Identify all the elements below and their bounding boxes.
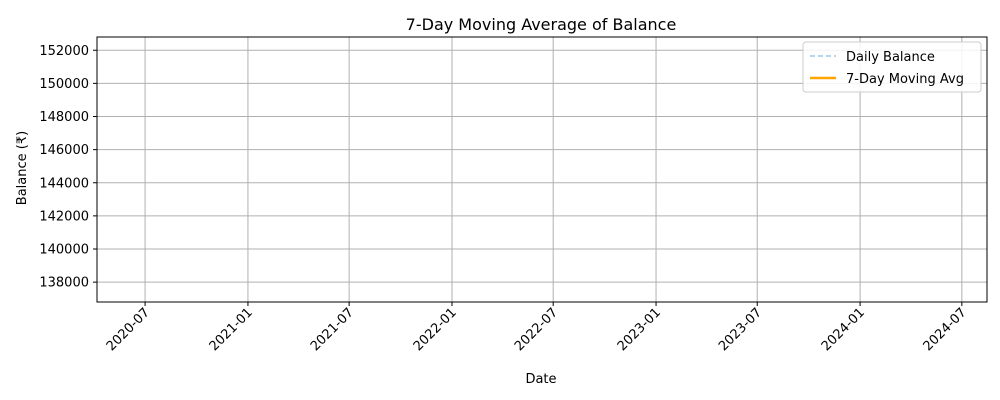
y-tick-label: 138000 [39,276,89,291]
x-tick-label: 2021-07 [308,305,357,354]
x-tick-label: 2023-07 [716,305,765,354]
y-tick-label: 140000 [39,243,89,258]
y-tick-label: 146000 [39,143,89,158]
chart-title: 7-Day Moving Average of Balance [406,15,677,34]
x-tick-label: 2024-07 [921,305,970,354]
x-tick-label: 2021-01 [207,305,256,354]
y-axis: 138000 140000 142000 144000 146000 148000 1500… [39,44,97,291]
plot-area-frame [96,36,988,303]
x-tick-label: 2020-07 [104,305,153,354]
x-axis-label: Date [525,372,556,387]
legend-label-daily-balance: Daily Balance [846,50,935,65]
x-tick-label: 2022-07 [512,305,561,354]
legend-box [802,41,982,93]
x-tick-label: 2024-01 [819,305,868,354]
y-tick-label: 142000 [39,209,89,224]
x-tick-label: 2022-01 [411,305,460,354]
legend-label-moving-avg: 7-Day Moving Avg [846,72,964,87]
y-tick-label: 144000 [39,176,89,191]
grid-lines [97,37,987,302]
x-axis: 2020-07 2021-01 2021-07 2022-01 2022-07 2023-… [104,302,970,354]
y-tick-label: 150000 [39,77,89,92]
y-axis-label: Balance (₹) [15,131,30,205]
y-tick-label: 152000 [39,44,89,59]
x-tick-label: 2023-01 [615,305,664,354]
legend: Daily Balance 7-Day Moving Avg [802,41,982,93]
y-tick-label: 148000 [39,110,89,125]
